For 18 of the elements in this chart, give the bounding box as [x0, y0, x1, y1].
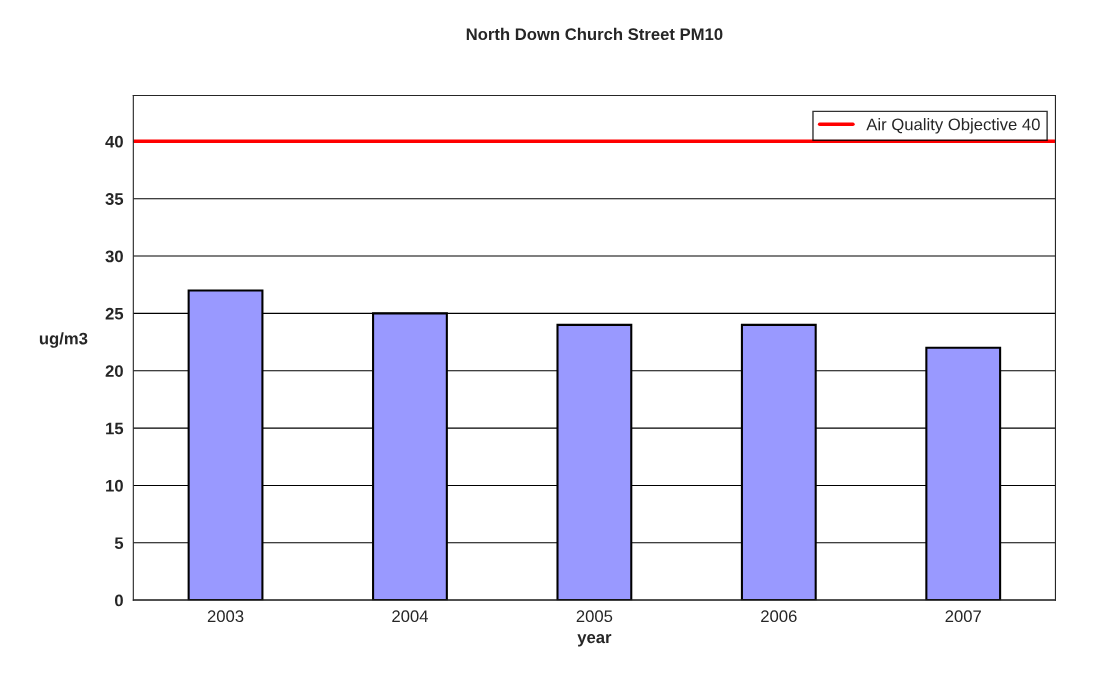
y-tick-label: 30	[105, 250, 123, 263]
y-tick-label: 10	[106, 479, 123, 492]
y-tick-label: 35	[105, 193, 124, 205]
x-tick-label: 2004	[392, 610, 429, 623]
x-tick-label: 2005	[576, 610, 613, 623]
y-tick-label: 20	[105, 365, 123, 377]
y-tick-label: 0	[114, 594, 123, 607]
y-tick-label: 40	[105, 135, 123, 148]
x-tick-label: 2003	[207, 610, 244, 623]
y-tick-label: 25	[105, 307, 124, 320]
chart-title: North Down Church Street PM10	[466, 27, 723, 41]
y-axis-title: ug/m3	[39, 332, 88, 348]
x-axis-title: year	[577, 634, 612, 647]
legend-label: Air Quality Objective 40	[866, 118, 1040, 134]
x-tick-label: 2006	[761, 610, 797, 623]
y-tick-label: 5	[114, 537, 124, 550]
y-tick-label: 15	[106, 422, 124, 435]
x-tick-label: 2007	[945, 610, 981, 623]
